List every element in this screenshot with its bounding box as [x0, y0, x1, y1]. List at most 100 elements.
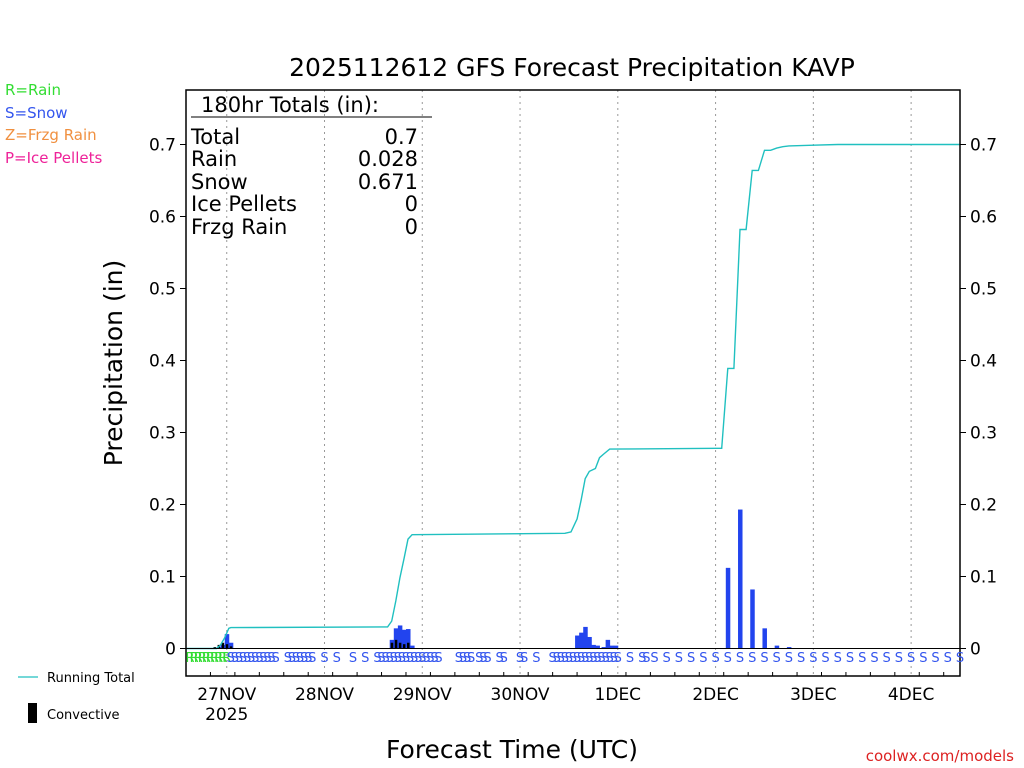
- ptype-letter-42: S: [410, 651, 418, 666]
- ptype-letter-73: S: [597, 651, 605, 666]
- ptype-letter-65: S: [565, 651, 573, 666]
- ptype-letter-48: S: [434, 651, 442, 666]
- y-tick-label-left-4: 0.4: [149, 352, 176, 372]
- ptype-letter-8: R: [218, 651, 227, 666]
- ptype-letter-14: S: [243, 651, 251, 666]
- ptype-letter-31: S: [349, 651, 357, 666]
- x-axis-label: Forecast Time (UTC): [386, 735, 638, 764]
- precip-bar-2: [224, 634, 230, 649]
- precip-bar-21: [738, 509, 743, 649]
- ptype-letter-20: S: [267, 651, 275, 666]
- convective-bar-2: [221, 642, 225, 649]
- axes: 0 00.1 0.10.2 0.20.3 0.30.4 0.40.5 0.50.6 0.60.…: [149, 89, 997, 725]
- y-tick-label-right-5: 0.5: [970, 280, 997, 300]
- ptype-letter-53: S: [475, 651, 483, 666]
- ptype-letter-67: S: [573, 651, 581, 666]
- ptype-letter-85: S: [699, 651, 707, 666]
- precip-bar-14: [591, 644, 596, 649]
- ptype-letter-26: S: [300, 651, 308, 666]
- ptype-letter-34: S: [377, 651, 385, 666]
- ptype-letter-92: S: [785, 651, 793, 666]
- ptype-letter-21: S: [271, 651, 279, 666]
- ptype-letter-33: S: [373, 651, 381, 666]
- y-tick-label-right-7: 0.7: [970, 136, 997, 156]
- x-tick-label-5: 2DEC: [692, 685, 739, 705]
- ptype-letter-13: S: [239, 651, 247, 666]
- ptype-letter-99: S: [870, 651, 878, 666]
- ptype-letter-90: S: [760, 651, 768, 666]
- ptype-letter-58: S: [516, 651, 524, 666]
- ptype-letter-94: S: [809, 651, 817, 666]
- ptype-letter-71: S: [589, 651, 597, 666]
- ptype-letter-45: S: [422, 651, 430, 666]
- totals-label-total: Total: [190, 125, 240, 149]
- ptype-letter-97: S: [846, 651, 854, 666]
- ptype-letter-25: S: [296, 651, 304, 666]
- y-tick-label-right-6: 0.6: [970, 208, 997, 228]
- grid-lines: [226, 90, 912, 676]
- ptype-letter-59: S: [520, 651, 528, 666]
- ptype-letter-84: S: [687, 651, 695, 666]
- totals-box: 180hr Totals (in): Total 0.7 Rain 0.028 …: [190, 93, 432, 239]
- ptype-letter-40: S: [402, 651, 410, 666]
- convective-bar-5: [390, 642, 394, 649]
- ptype-letter-2: R: [194, 651, 203, 666]
- ptype-letter-24: S: [292, 651, 300, 666]
- precip-bar-12: [583, 626, 588, 649]
- ptype-letter-7: R: [214, 651, 223, 666]
- y-tick-label-right-2: 0.2: [970, 496, 997, 516]
- ptype-letter-93: S: [797, 651, 805, 666]
- ptype-legend: R=Rain S=Snow Z=Frzg Rain P=Ice Pellets: [5, 81, 102, 167]
- ptype-letter-5: R: [206, 651, 215, 666]
- ptype-letter-83: S: [675, 651, 683, 666]
- ptype-letter-36: S: [386, 651, 394, 666]
- ptype-letter-70: S: [585, 651, 593, 666]
- y-tick-label-left-1: 0.1: [149, 568, 176, 588]
- ptype-letter-38: S: [394, 651, 402, 666]
- running-total-legend-label: Running Total: [47, 671, 135, 686]
- ptype-letter-81: S: [650, 651, 658, 666]
- legend-rain: R=Rain: [5, 81, 61, 99]
- y-tick-label-right-1: 0.1: [970, 568, 997, 588]
- convective-bar-4: [229, 646, 233, 649]
- ptype-letter-91: S: [773, 651, 781, 666]
- precip-bar-6: [397, 625, 403, 649]
- y-tick-label-left-0: 0: [165, 640, 176, 660]
- ptype-letter-51: S: [463, 651, 471, 666]
- totals-label-freezing-rain: Frzg Rain: [191, 215, 287, 239]
- precip-bars: [216, 509, 792, 649]
- convective-bar-3: [225, 644, 229, 649]
- totals-value-freezing-rain: 0: [405, 215, 418, 239]
- precip-bar-20: [725, 567, 731, 649]
- x-tick-label-6: 3DEC: [790, 685, 837, 705]
- x-tick-label-7: 4DEC: [888, 685, 935, 705]
- ptype-letter-9: R: [222, 651, 231, 666]
- precip-bar-7: [401, 629, 407, 649]
- ptype-letter-105: S: [944, 651, 952, 666]
- y-tick-label-left-7: 0.7: [149, 136, 176, 156]
- precip-bar-19: [613, 645, 619, 649]
- x-tick-label-2: 29NOV: [393, 685, 452, 705]
- ptype-letter-62: S: [553, 651, 561, 666]
- ptype-letter-60: S: [532, 651, 540, 666]
- totals-value-snow: 0.671: [358, 170, 418, 194]
- precip-bar-25: [786, 647, 792, 649]
- convective-bar-0: [213, 647, 217, 649]
- ptype-letter-50: S: [459, 651, 467, 666]
- ptype-letter-39: S: [398, 651, 406, 666]
- precip-bar-22: [750, 589, 755, 649]
- ptype-letter-56: S: [496, 651, 504, 666]
- ptype-letter-106: S: [956, 651, 964, 666]
- ptype-letter-27: S: [304, 651, 312, 666]
- ptype-letter-6: R: [210, 651, 219, 666]
- x-tick-label-3: 30NOV: [491, 685, 550, 705]
- y-tick-label-right-0: 0: [970, 640, 981, 660]
- ptype-letter-54: S: [479, 651, 487, 666]
- convective-bar-8: [402, 644, 406, 649]
- totals-header: 180hr Totals (in):: [201, 93, 379, 117]
- ptype-letter-64: S: [561, 651, 569, 666]
- ptype-letter-52: S: [467, 651, 475, 666]
- precip-bar-23: [762, 628, 767, 649]
- totals-label-snow: Snow: [191, 170, 248, 194]
